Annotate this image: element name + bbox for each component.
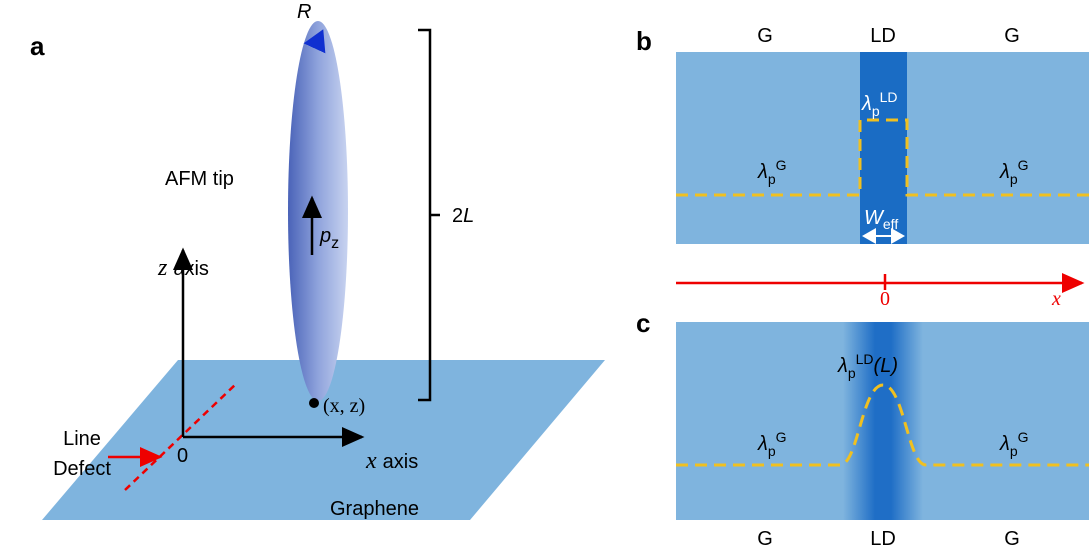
point-label: (x, z) <box>323 395 365 417</box>
region-label: LD <box>870 25 896 47</box>
length-label: 2L <box>452 205 474 227</box>
tip-point <box>309 398 319 408</box>
axis-label: x <box>1051 288 1061 310</box>
region-label: G <box>757 528 773 550</box>
region-label: LD <box>870 528 896 550</box>
length-bracket <box>418 30 440 400</box>
figure: a Graphene zaxis xaxis 0 Line Defect R A… <box>0 0 1089 553</box>
origin-label: 0 <box>177 445 188 467</box>
defect-label: Defect <box>53 458 111 480</box>
tip-label: AFM tip <box>165 168 234 190</box>
afm-tip <box>288 21 348 401</box>
sheet-label: Graphene <box>330 498 419 520</box>
defect-label: Line <box>63 428 101 450</box>
region-label: G <box>757 25 773 47</box>
radius-label: R <box>297 1 311 23</box>
region-label: G <box>1004 528 1020 550</box>
panel-label: c <box>636 308 650 338</box>
panel-label: a <box>30 31 45 61</box>
region-label: G <box>1004 25 1020 47</box>
panel-label: b <box>636 26 652 56</box>
origin-label: 0 <box>880 288 890 310</box>
